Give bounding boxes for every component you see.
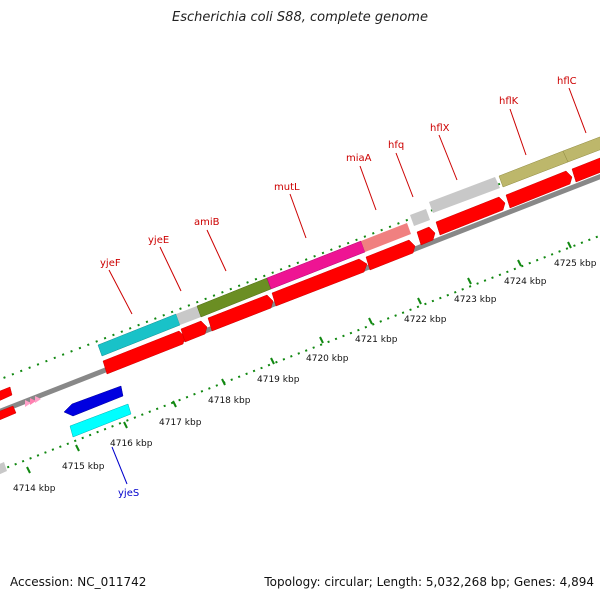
scale-major-tick xyxy=(270,357,275,365)
gene-block-hflC xyxy=(562,136,600,163)
scale-major-tick xyxy=(567,241,572,249)
gene-label-hflK: hflK xyxy=(499,96,519,107)
scale-tick-label: 4719 kbp xyxy=(257,375,300,385)
scale-tick-label: 4724 kbp xyxy=(504,277,547,287)
gene-arrow xyxy=(505,170,573,209)
gene-arrow xyxy=(102,330,186,375)
map-title: Escherichia coli S88, complete genome xyxy=(172,10,428,25)
scale-tick-track xyxy=(0,234,600,472)
gene-arrow xyxy=(416,226,436,246)
gene-arrow xyxy=(571,157,600,183)
gene-arrow xyxy=(435,196,506,236)
gene-arrow xyxy=(0,405,17,421)
gene-block-hflX xyxy=(429,177,500,213)
scale-major-tick xyxy=(517,259,522,267)
gene-block-yjeE xyxy=(176,306,201,325)
pink-arrows xyxy=(25,396,41,407)
gene-block-hfq xyxy=(410,209,430,226)
scale-tick-label: 4717 kbp xyxy=(159,418,202,428)
gene-label-hfq: hfq xyxy=(388,140,404,151)
scale-tick-label: 4721 kbp xyxy=(355,335,398,345)
scale-tick-label: 4716 kbp xyxy=(110,439,153,449)
kbp-scale: 4714 kbp 4715 kbp 4716 kbp 4717 kbp 4718 kbp… xyxy=(13,241,597,494)
gene-block-yjeS xyxy=(69,403,132,438)
gene-label-amiB: amiB xyxy=(194,217,220,228)
gene-arrow xyxy=(0,386,13,401)
gene-arrow-reverse xyxy=(63,385,124,417)
scale-major-tick xyxy=(75,444,80,452)
scale-tick-label: 4714 kbp xyxy=(13,484,56,494)
gene-label-miaA: miaA xyxy=(346,153,372,164)
gene-label-hflX: hflX xyxy=(430,123,450,134)
gene-label-hflC: hflC xyxy=(557,76,577,87)
gene-label-mutL: mutL xyxy=(274,182,300,193)
forward-tick-track xyxy=(0,143,600,381)
gene-label-yjeF: yjeF xyxy=(100,258,121,269)
gene-leader-line-yjeS xyxy=(111,446,128,485)
genome-stats-text: Topology: circular; Length: 5,032,268 bp… xyxy=(264,575,594,589)
gene-arrow xyxy=(365,239,416,271)
scale-tick-label: 4715 kbp xyxy=(62,462,105,472)
scale-tick-label: 4718 kbp xyxy=(208,396,251,406)
scale-major-tick xyxy=(221,378,226,386)
gene-label-yjeS: yjeS xyxy=(118,488,139,499)
gene-arrow xyxy=(271,258,368,307)
scale-major-tick xyxy=(26,466,31,474)
scale-major-tick xyxy=(467,277,472,285)
gene-arrow xyxy=(207,294,274,332)
scale-tick-label: 4720 kbp xyxy=(306,354,349,364)
scale-tick-label: 4723 kbp xyxy=(454,295,497,305)
scale-tick-label: 4725 kbp xyxy=(554,259,597,269)
scale-major-tick xyxy=(172,400,177,408)
scale-tick-label: 4722 kbp xyxy=(404,315,447,325)
scale-major-tick xyxy=(417,297,422,305)
gene-arrow xyxy=(180,320,208,343)
scale-major-tick xyxy=(319,336,324,344)
gene-block xyxy=(0,462,7,475)
gene-leader-lines xyxy=(108,87,587,315)
scale-major-tick xyxy=(123,421,128,429)
gene-block-miaA xyxy=(361,223,411,252)
scale-major-tick xyxy=(368,317,373,325)
gene-label-yjeE: yjeE xyxy=(148,235,169,246)
accession-text: Accession: NC_011742 xyxy=(10,575,147,589)
